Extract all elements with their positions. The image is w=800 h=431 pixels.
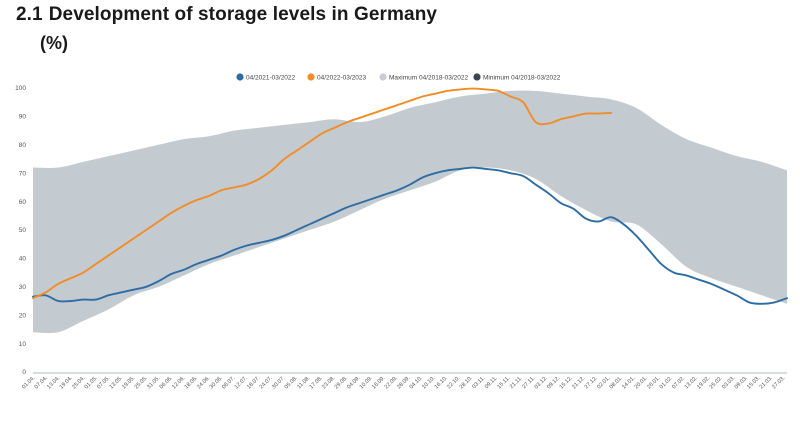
- chart-legend: 04/2021-03/2022 04/2022-03/2023 Maximum 04…: [236, 73, 561, 81]
- page-title: 2.1 Development of storage levels in Germ…: [16, 4, 437, 26]
- legend-label-2: 04/2022-03/2023: [317, 74, 367, 81]
- x-tick-label: 09.11.: [484, 375, 499, 390]
- y-tick-label: 20: [19, 312, 27, 319]
- y-tick-label: 50: [19, 227, 27, 234]
- legend-marker-3: [379, 73, 387, 81]
- unit-label: (%): [40, 33, 68, 53]
- legend-label-3: Maximum 04/2018-03/2022: [389, 74, 469, 81]
- y-tick-label: 70: [19, 170, 27, 177]
- series-line-1: [32, 166, 788, 305]
- x-tick-label: 05.08.: [284, 375, 300, 391]
- y-tick-label: 100: [15, 85, 26, 92]
- y-tick-label: 30: [19, 284, 27, 291]
- min-max-band: [33, 90, 787, 334]
- series-lines: [32, 87, 788, 305]
- y-tick-label: 0: [22, 369, 26, 376]
- legend-marker-1: [236, 73, 244, 81]
- y-axis: 0 10 20 30 40 50 60 70 80 90 100: [15, 85, 26, 376]
- section-number: 2.1: [16, 4, 43, 25]
- y-tick-label: 80: [19, 142, 27, 149]
- legend-marker-2: [307, 73, 315, 81]
- y-tick-label: 40: [19, 256, 27, 263]
- x-tick-label: 27.03.: [771, 375, 787, 391]
- x-axis: 01.04.07.04.13.04.19.04.25.04.01.05.07.0…: [21, 372, 787, 391]
- y-tick-label: 10: [19, 341, 27, 348]
- y-tick-label: 90: [19, 114, 27, 121]
- x-tick-label: 21.11.: [509, 375, 524, 390]
- series-line-2: [32, 87, 613, 300]
- legend-label-1: 04/2021-03/2022: [246, 74, 296, 81]
- legend-label-4: Minimum 04/2018-03/2022: [483, 74, 561, 81]
- section-title: Development of storage levels in Germany: [48, 4, 438, 25]
- storage-chart: 04/2021-03/2022 04/2022-03/2023 Maximum 04…: [15, 73, 788, 391]
- x-tick-label: 03.11.: [471, 375, 486, 390]
- x-tick-label: 15.11.: [496, 375, 511, 390]
- legend-marker-4: [473, 73, 481, 81]
- x-tick-label: 28.10.: [459, 375, 475, 391]
- y-tick-label: 60: [19, 199, 27, 206]
- max-min-area: [33, 90, 787, 334]
